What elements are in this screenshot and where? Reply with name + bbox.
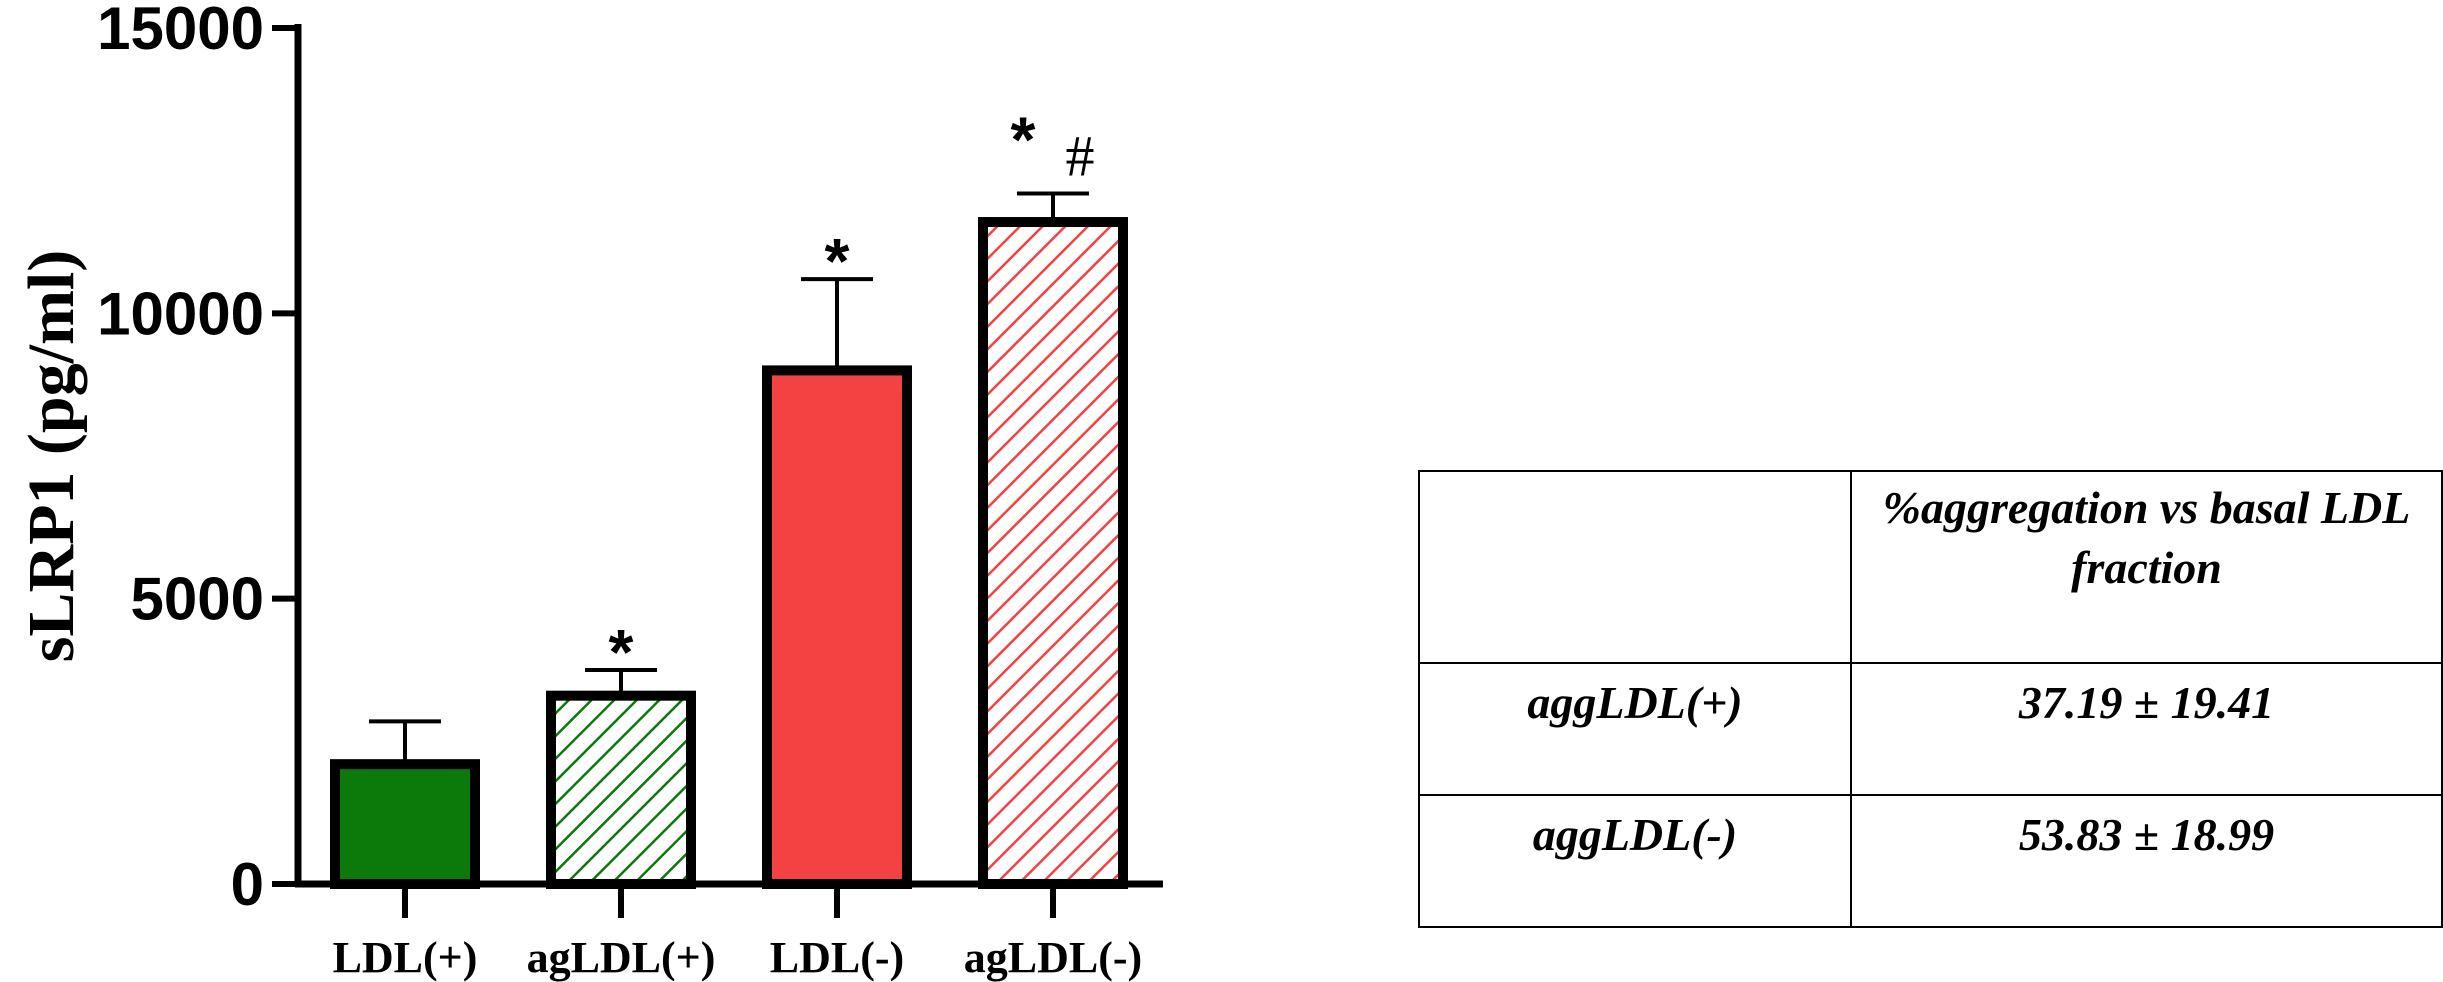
table-header-cell-aggregation: %aggregation vs basal LDL fraction (1850, 470, 2443, 664)
y-tick-label: 15000 (97, 0, 264, 62)
significance-label: * (825, 225, 850, 297)
table-cell-value: 37.19 ± 19.41 (1850, 662, 2443, 796)
x-tick-label: LDL(+) (333, 933, 478, 982)
x-tick-label: agLDL(-) (964, 933, 1142, 982)
bar (978, 217, 1128, 889)
y-tick-label: 0 (231, 851, 264, 918)
table-cell-value: 53.83 ± 18.99 (1850, 794, 2443, 928)
table-header-row: %aggregation vs basal LDL fraction (1418, 470, 2443, 664)
x-tick-label: LDL(-) (770, 933, 904, 982)
table-row: aggLDL(+) 37.19 ± 19.41 (1418, 662, 2443, 796)
bars: * * * # (330, 103, 1128, 889)
significance-label: # (1066, 123, 1095, 188)
significance-label: * (609, 616, 634, 688)
table-cell-label: aggLDL(-) (1418, 794, 1852, 928)
axes: 0 5000 10000 15000 LDL(+) agLDL(+) LDL(-) agLDL… (97, 0, 1163, 982)
table-header-cell-empty (1418, 470, 1852, 664)
y-axis-label: sLRP1 (pg/ml) (15, 250, 88, 663)
bar (330, 759, 480, 889)
y-tick-label: 10000 (97, 280, 264, 347)
bar (546, 690, 696, 889)
x-tick-label: agLDL(+) (527, 933, 716, 982)
significance-label: * (1011, 103, 1036, 175)
table-cell-label: aggLDL(+) (1418, 662, 1852, 796)
bar-chart: sLRP1 (pg/ml) 0 5000 10000 15000 LDL(+) agLDL… (15, 0, 1163, 982)
aggregation-table: %aggregation vs basal LDL fraction aggLD… (1418, 470, 2443, 928)
y-tick-label: 5000 (131, 566, 264, 633)
bar (762, 365, 912, 889)
table-row: aggLDL(-) 53.83 ± 18.99 (1418, 794, 2443, 928)
